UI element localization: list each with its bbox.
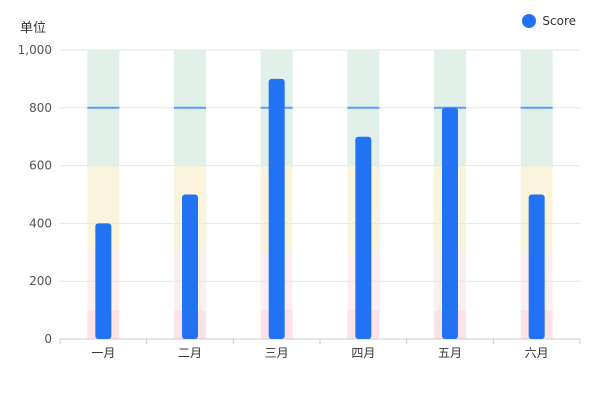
- y-tick-label: 800: [29, 101, 52, 115]
- y-tick-label: 600: [29, 159, 52, 173]
- y-axis-unit-label: 单位: [20, 21, 47, 36]
- bar-一月: [95, 223, 112, 339]
- y-tick-label: 200: [29, 274, 52, 288]
- x-tick-label: 一月: [91, 346, 115, 360]
- bar-六月: [528, 194, 545, 339]
- y-tick-label: 0: [44, 332, 52, 346]
- bar-五月: [442, 107, 458, 339]
- y-axis-ticks: 0 200 400 600 800 1,000: [18, 43, 52, 346]
- bars: [95, 78, 545, 340]
- x-tick-label: 六月: [525, 346, 549, 360]
- legend-marker-score: [522, 14, 537, 28]
- bar-三月: [268, 78, 285, 340]
- bar-二月: [182, 194, 198, 339]
- x-tick-label: 四月: [351, 346, 375, 360]
- y-tick-label: 400: [29, 216, 52, 230]
- legend-label-score: Score: [542, 14, 576, 28]
- x-tick-label: 二月: [178, 346, 202, 360]
- x-axis: 一月 二月 三月 四月 五月 六月: [59, 339, 581, 360]
- x-tick-label: 五月: [438, 346, 462, 360]
- background-bands: [87, 50, 553, 339]
- grid-lines: [60, 49, 580, 340]
- y-tick-label: 1,000: [18, 43, 52, 57]
- chart-legend[interactable]: Score: [522, 14, 576, 28]
- x-tick-label: 三月: [265, 346, 289, 360]
- bar-四月: [355, 136, 372, 339]
